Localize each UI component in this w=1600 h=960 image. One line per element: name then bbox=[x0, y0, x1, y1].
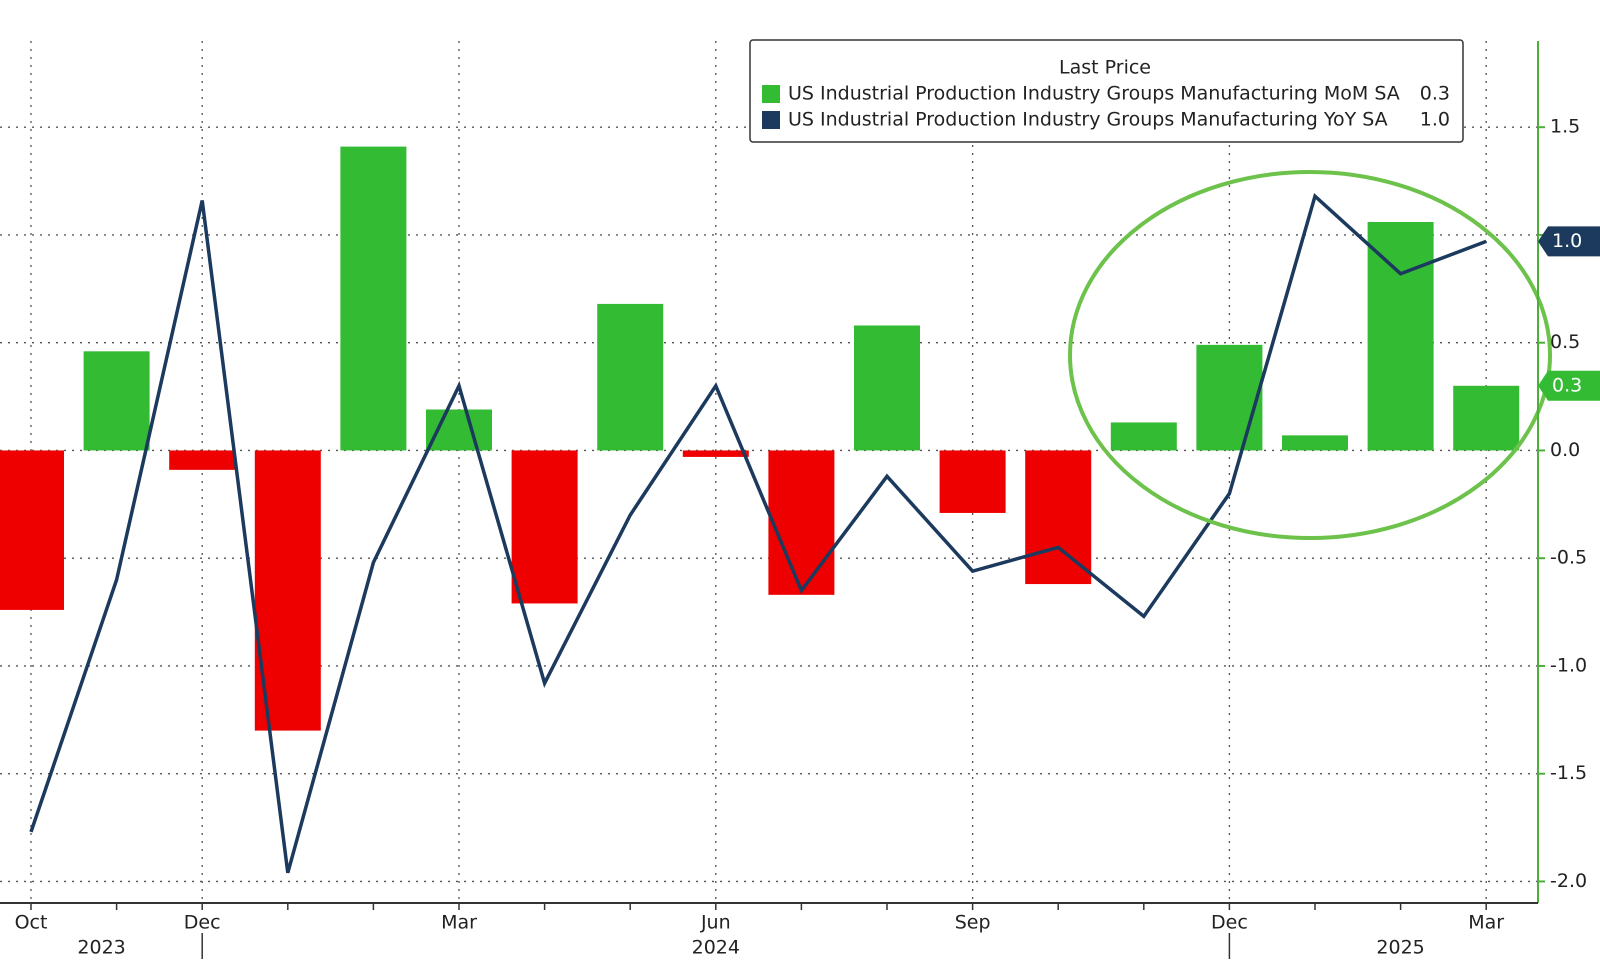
y-tick-label: 0.0 bbox=[1550, 439, 1580, 461]
bar bbox=[1367, 222, 1434, 451]
y-tick-label: 0.5 bbox=[1550, 331, 1580, 353]
legend-value: 0.3 bbox=[1420, 83, 1450, 105]
bar bbox=[340, 146, 407, 451]
last-value-tag bbox=[1538, 370, 1600, 401]
y-tick-label: -1.5 bbox=[1550, 762, 1587, 784]
bar bbox=[1025, 450, 1092, 585]
last-value-label: 1.0 bbox=[1552, 230, 1582, 252]
y-tick-label: -1.0 bbox=[1550, 654, 1587, 676]
highlight-circle bbox=[1068, 170, 1552, 540]
x-tick-label: Dec bbox=[1211, 912, 1248, 934]
y-tick-label: -2.0 bbox=[1550, 870, 1587, 892]
legend-label: US Industrial Production Industry Groups… bbox=[788, 109, 1388, 131]
bar bbox=[1196, 344, 1263, 451]
bar bbox=[1282, 435, 1348, 451]
legend-box bbox=[749, 39, 1464, 143]
bar bbox=[682, 450, 749, 457]
legend-title: Last Price bbox=[1059, 57, 1151, 79]
legend-swatch bbox=[762, 85, 780, 103]
last-value-tag bbox=[1538, 226, 1600, 257]
bar bbox=[511, 450, 578, 604]
line bbox=[29, 192, 1487, 874]
x-tick-label: Sep bbox=[955, 912, 991, 934]
bar bbox=[254, 450, 321, 731]
x-group-label: 2025 bbox=[1376, 937, 1424, 959]
bar bbox=[0, 450, 64, 610]
x-tick-label: Dec bbox=[184, 912, 221, 934]
bar bbox=[597, 303, 664, 451]
legend-swatch bbox=[762, 111, 780, 129]
plot bbox=[0, 146, 1520, 874]
x-tick-label: Jun bbox=[700, 912, 731, 934]
x-tick-label: Mar bbox=[441, 912, 477, 934]
x-group-label: 2024 bbox=[692, 937, 740, 959]
bar bbox=[1453, 385, 1520, 451]
y-tick-label: -0.5 bbox=[1550, 547, 1587, 569]
axes: -2.0 -1.5 -1.0 -0.5 0.0 0.5 1.0 1.5 Oct 2023 Dec Ma… bbox=[0, 41, 1600, 959]
bar bbox=[768, 450, 835, 595]
bar bbox=[169, 450, 236, 470]
legend-value: 1.0 bbox=[1420, 109, 1450, 131]
legend: Last Price US Industrial Production Indu… bbox=[749, 39, 1464, 143]
last-value-label: 0.3 bbox=[1552, 374, 1582, 396]
bar bbox=[854, 325, 920, 451]
y-tick-label: 1.5 bbox=[1550, 116, 1580, 138]
bar bbox=[939, 450, 1006, 513]
legend-label: US Industrial Production Industry Groups… bbox=[788, 83, 1400, 105]
bar bbox=[83, 351, 150, 451]
x-tick-label: Oct bbox=[15, 912, 48, 934]
x-group-label: 2023 bbox=[77, 937, 125, 959]
bar bbox=[1110, 422, 1177, 451]
x-tick-label: Mar bbox=[1468, 912, 1504, 934]
